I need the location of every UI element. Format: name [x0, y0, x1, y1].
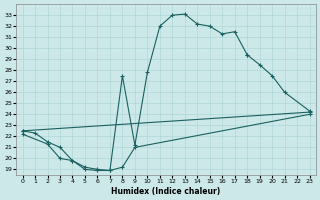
X-axis label: Humidex (Indice chaleur): Humidex (Indice chaleur)	[111, 187, 221, 196]
